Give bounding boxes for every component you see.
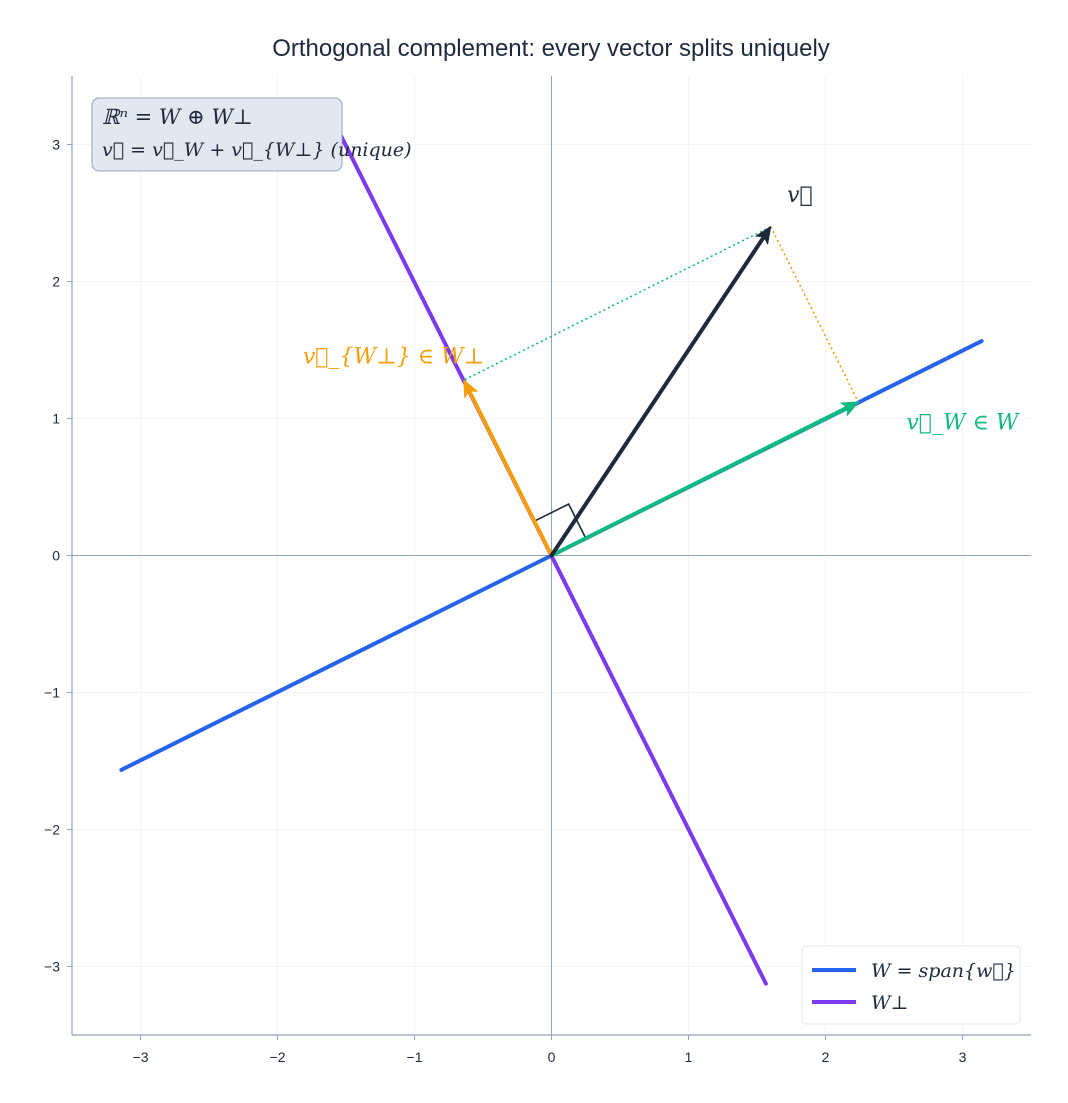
y-tick-label: 1 [52,411,60,427]
projection-guides [463,225,860,403]
x-tick-label: −1 [407,1049,423,1065]
vector-vw-label: v⃗_W ∈ W [906,410,1021,435]
x-tick-label: 3 [959,1049,967,1065]
vector-v-head [755,226,772,245]
ticks: −3 −2 −1 0 1 2 3 −3 −2 −1 0 1 2 3 [44,137,967,1066]
chart-title: Orthogonal complement: every vector spli… [272,35,830,62]
info-line-1: ℝⁿ = W ⊕ W⊥ [102,105,253,129]
vector-v-wperp-head [463,379,478,399]
legend-label-w: W = span{w⃗} [871,960,1016,982]
projection-guide-line [463,225,772,381]
projection-guide-line [769,226,860,403]
x-tick-label: 2 [822,1049,830,1065]
y-tick-label: −3 [44,959,60,975]
x-tick-label: −2 [270,1049,286,1065]
legend: W = span{w⃗} W⊥ [801,945,1021,1025]
vector-v-shaft [549,236,765,558]
y-tick-label: 0 [52,548,60,564]
right-angle-marker [533,503,587,539]
vector-v-label: v⃗ [787,183,813,208]
info-line-2: v⃗ = v⃗_W + v⃗_{W⊥} (unique) [102,139,412,161]
vector-v-w-head [840,401,859,416]
y-tick-label: −2 [44,822,60,838]
x-tick-label: −3 [133,1049,149,1065]
vector-v-wperp-shaft [468,390,554,558]
y-tick-label: 3 [52,137,60,153]
vector-labels: v⃗ v⃗_W ∈ W v⃗_{W⊥} ∈ W⊥ [303,183,1021,435]
vector-vwperp-label: v⃗_{W⊥} ∈ W⊥ [303,345,485,370]
legend-label-wperp: W⊥ [871,992,908,1014]
y-tick-label: 2 [52,274,60,290]
y-tick-label: −1 [44,685,60,701]
vectors [463,226,859,558]
x-tick-label: 0 [548,1049,556,1065]
info-box: ℝⁿ = W ⊕ W⊥ v⃗ = v⃗_W + v⃗_{W⊥} (unique) [91,97,412,172]
x-tick-label: 1 [685,1049,693,1065]
vector-v-w-shaft [549,406,848,558]
